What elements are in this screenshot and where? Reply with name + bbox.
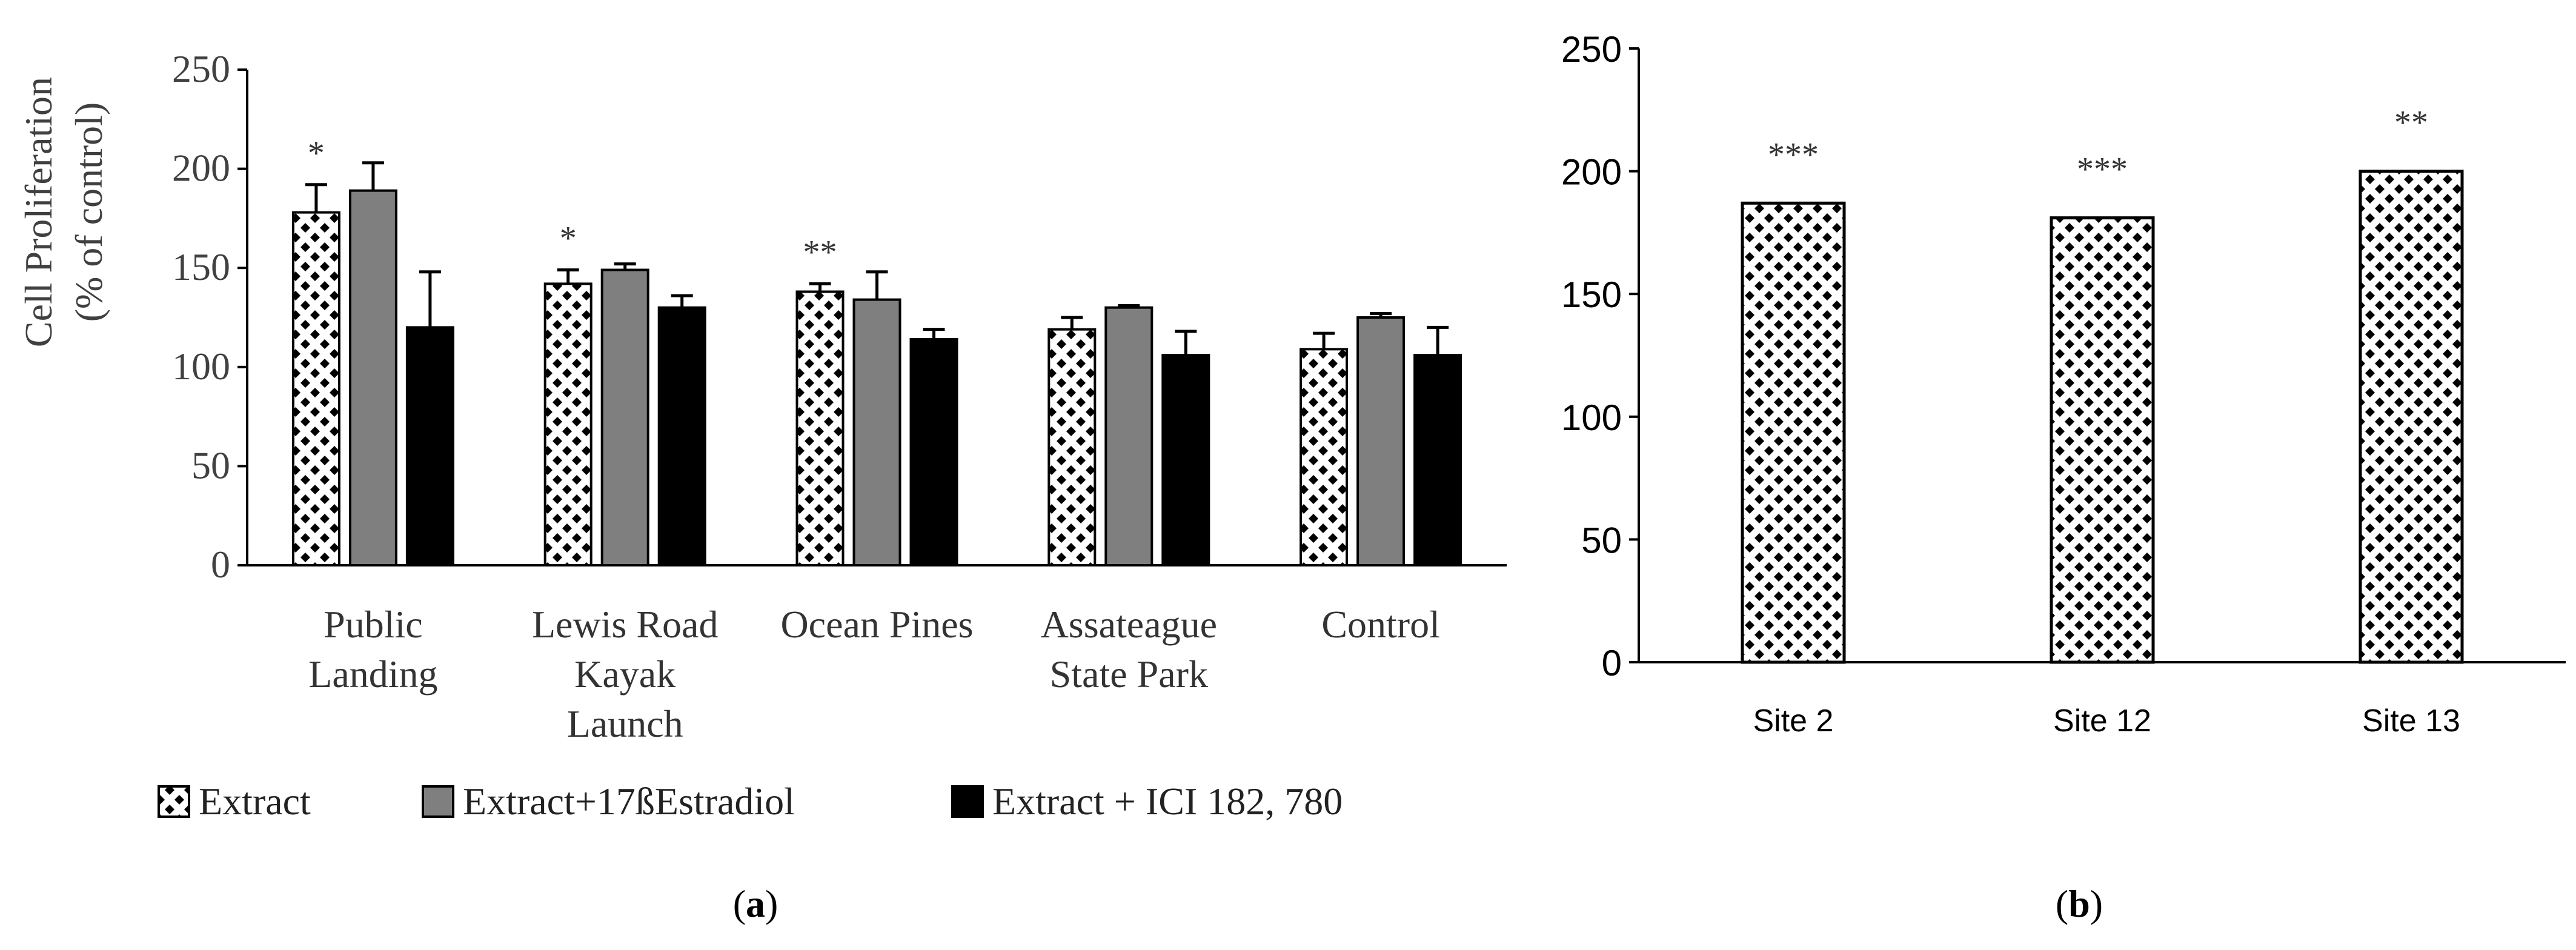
x-category-label: Control	[1321, 603, 1440, 646]
bar-checker-2	[795, 290, 845, 566]
panel-label-b: (b)	[2056, 882, 2103, 925]
bar-gray-1	[600, 268, 649, 566]
legend-label: Extract + ICI 182, 780	[992, 780, 1343, 823]
panel-label-a: (a)	[733, 882, 778, 925]
bar-gray-2	[852, 298, 901, 566]
error-bars	[305, 161, 1449, 356]
legend-swatch-gray	[422, 785, 454, 818]
y-tick-label: 0	[211, 543, 230, 586]
legend-swatch-black	[951, 785, 984, 818]
x-category-label: Public	[324, 603, 423, 646]
y-axis-label-line-2: (% of control)	[67, 102, 110, 322]
bar-checker-4	[1300, 348, 1349, 566]
x-category-label: Site 2	[1753, 703, 1834, 739]
bar-site-1	[2050, 216, 2155, 664]
x-axis-labels: Site 2 Site 12 Site 13	[1753, 703, 2460, 739]
significance-markers: *** *****	[1768, 104, 2428, 188]
legend-label: Extract+17ßEstradiol	[463, 780, 795, 823]
x-category-label: Launch	[567, 702, 683, 745]
bar-checker-1	[543, 282, 593, 566]
bar-black-1	[657, 306, 706, 566]
bars	[1741, 170, 2464, 664]
y-tick-label: 50	[191, 443, 230, 487]
y-axis-label: Cell Proliferation (% of control)	[17, 77, 110, 347]
x-category-label: Kayak	[574, 653, 676, 696]
significance-marker: *	[308, 135, 325, 172]
legend: Extract Extract+17ßEstradiol Extract + ICI…	[158, 780, 1343, 823]
significance-marker: ***	[2077, 151, 2128, 188]
legend-label: Extract	[199, 780, 311, 823]
significance-marker: **	[803, 233, 837, 271]
x-axis-labels: Public Landing Lewis Road Kayak Launch Ocean …	[308, 603, 1440, 745]
x-category-label: Assateague	[1041, 603, 1217, 646]
panel-letter-b: b	[2068, 882, 2090, 925]
x-category-label: Ocean Pines	[780, 603, 973, 646]
bar-gray-3	[1104, 306, 1154, 566]
x-category-label: Landing	[308, 653, 437, 696]
y-tick-label: 250	[172, 47, 230, 90]
y-axis: 0 50 100 150 200 250	[172, 47, 1507, 586]
y-tick-label: 150	[1561, 274, 1622, 315]
bar-checker-0	[291, 211, 340, 567]
significance-marker: **	[2394, 104, 2428, 142]
x-category-label: State Park	[1050, 653, 1208, 696]
bar-black-4	[1413, 354, 1462, 567]
bars	[291, 189, 1462, 567]
legend-swatch-checker	[158, 785, 190, 818]
x-category-label: Lewis Road	[532, 603, 719, 646]
y-tick-label: 250	[1561, 29, 1622, 70]
y-tick-label: 100	[172, 345, 230, 388]
bar-black-2	[909, 337, 958, 566]
y-tick-label: 200	[172, 147, 230, 190]
bar-checker-3	[1047, 328, 1097, 567]
bar-gray-0	[348, 189, 397, 567]
y-tick-label: 50	[1581, 520, 1622, 560]
significance-marker: ***	[1768, 136, 1819, 173]
x-category-label: Site 12	[2053, 703, 2151, 739]
significance-marker: *	[560, 219, 577, 257]
x-category-label: Site 13	[2362, 703, 2460, 739]
bar-site-0	[1741, 201, 1846, 664]
y-tick-label: 150	[172, 245, 230, 288]
bar-black-0	[405, 326, 454, 566]
y-axis-label-line-1: Cell Proliferation	[17, 77, 60, 347]
bar-black-3	[1161, 354, 1210, 567]
y-tick-label: 100	[1561, 397, 1622, 438]
panel-a: Cell Proliferation (% of control) 0 50 100…	[17, 47, 1507, 925]
y-tick-label: 0	[1602, 643, 1622, 683]
significance-markers: ** **	[308, 135, 837, 271]
bar-site-2	[2359, 170, 2464, 664]
panel-letter-a: a	[746, 882, 765, 925]
y-tick-label: 200	[1561, 152, 1622, 193]
bar-gray-4	[1356, 316, 1406, 566]
